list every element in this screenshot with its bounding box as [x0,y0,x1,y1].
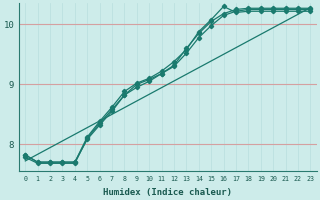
X-axis label: Humidex (Indice chaleur): Humidex (Indice chaleur) [103,188,232,197]
